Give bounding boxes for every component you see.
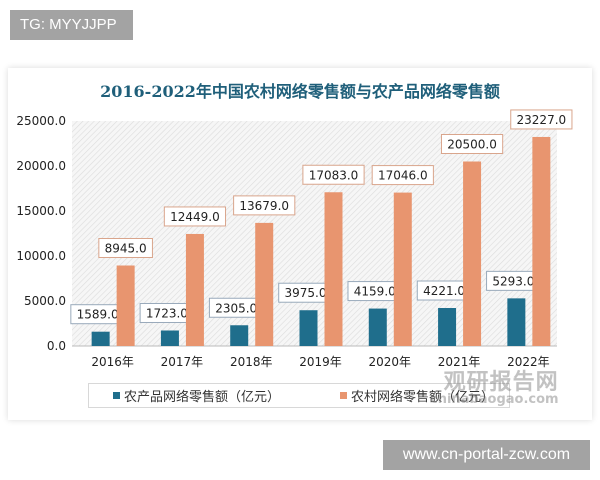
x-tick-label: 2018年 [230,355,273,369]
watermark: 观研报告网 chinabaogao.com [430,364,559,407]
data-label: 13679.0 [239,199,289,213]
x-tick-label: 2016年 [91,355,134,369]
data-label: 1589.0 [77,308,119,322]
bar-rural [463,161,482,346]
data-label: 17083.0 [309,168,359,182]
y-tick-label: 25000.0 [16,114,66,128]
data-label-box [440,134,504,154]
legend-swatch [340,392,348,399]
data-label: 12449.0 [170,210,220,224]
legend-swatch [113,392,120,399]
x-tick-label: 2020年 [369,355,412,369]
data-label: 5293.0 [492,274,534,288]
x-tick-label: 2021年 [438,355,481,369]
data-label: 2305.0 [215,301,257,315]
bar-agri [507,298,526,346]
data-label-box [98,237,153,258]
bar-agri [160,330,179,346]
bar-agri [91,331,110,346]
data-label-box [371,165,434,186]
top-left-badge: TG: MYYJJPP [10,10,133,40]
bar-rural [255,222,274,346]
watermark-url: chinabaogao.com [430,392,559,407]
x-tick-label: 2019年 [299,355,342,369]
chart-title: 2016-2022年中国农村网络零售额与农产品网络零售额 [100,82,500,101]
data-label: 17046.0 [378,169,428,183]
bar-rural [324,192,343,346]
data-label: 1723.0 [146,306,188,320]
y-tick-label: 15000.0 [16,204,66,218]
legend-item-rural: 农村网络零售额（亿元） [340,386,494,405]
y-tick-label: 10000.0 [16,249,66,263]
data-label: 4159.0 [354,285,396,299]
y-tick-label: 0.0 [47,339,66,353]
y-tick-label: 5000.0 [24,294,66,308]
legend-label: 农产品网络零售额（亿元） [124,390,281,405]
data-label: 3975.0 [285,286,327,300]
bar-rural [393,192,412,346]
bar-rural [532,136,551,346]
data-label-box [302,164,365,185]
site-badge: www.cn-portal-zcw.com [383,440,590,470]
x-tick-label: 2017年 [161,355,204,369]
legend-item-agri: 农产品网络零售额（亿元） [113,386,280,405]
data-label: 4221.0 [423,284,465,298]
data-label: 23227.0 [517,113,567,127]
bar-agri [368,308,387,346]
watermark-cn: 观研报告网 [443,370,559,395]
legend-label: 农村网络零售额（亿元） [351,390,495,405]
bar-rural [185,233,204,346]
bar-agri [438,308,457,346]
y-tick-label: 20000.0 [16,159,66,173]
bar-rural [116,265,135,346]
data-label-box [510,109,573,130]
data-label: 20500.0 [447,138,497,152]
x-tick-label: 2022年 [507,355,550,369]
bar-agri [299,310,318,346]
data-label: 8945.0 [105,241,147,255]
legend: 农产品网络零售额（亿元） 农村网络零售额（亿元） [88,383,510,408]
data-label-box [163,206,227,227]
bar-agri [230,325,249,346]
data-label-box [233,195,296,216]
